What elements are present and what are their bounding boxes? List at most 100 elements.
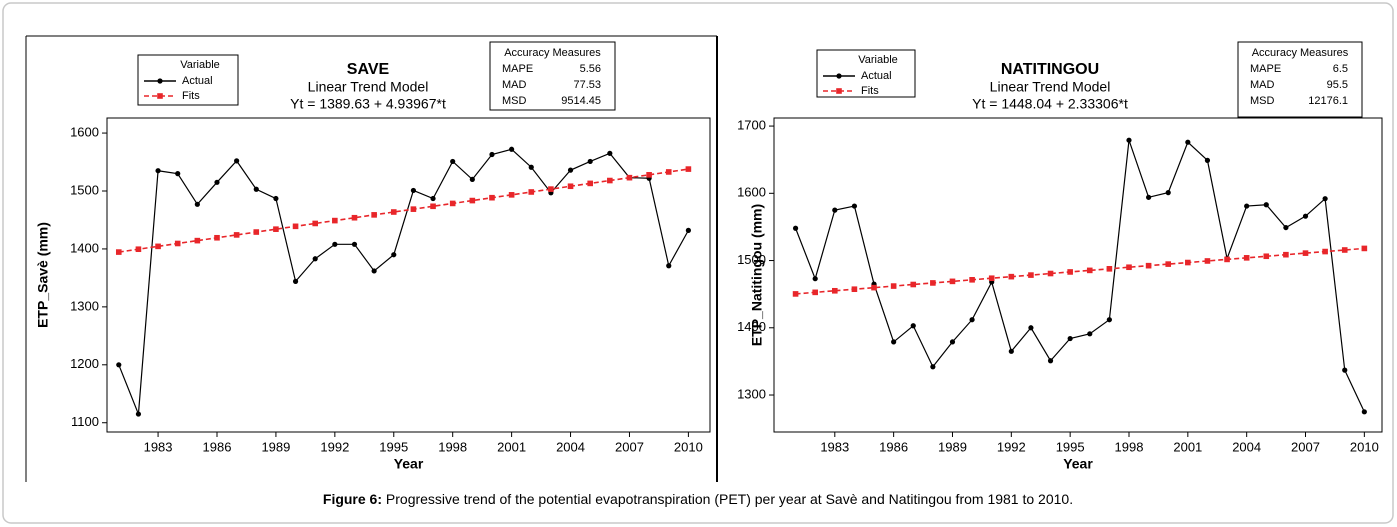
accuracy-title: Accuracy Measures [504,47,601,59]
data-point [1028,325,1034,331]
data-point [1302,250,1309,256]
data-point [685,166,692,172]
accuracy-label: MAD [1250,79,1275,91]
data-point [988,275,995,282]
x-tick-label: 2001 [497,439,526,454]
x-tick-label: 1998 [438,439,467,454]
x-tick-label: 2001 [1173,439,1202,454]
y-tick-label: 1600 [70,125,99,140]
y-tick-label: 1500 [737,252,766,267]
data-point [1243,255,1250,261]
plot-area [773,117,1383,433]
data-point [910,323,916,329]
y-tick-label: 1400 [70,240,99,255]
legend-marker [157,78,163,84]
data-point [1185,259,1191,266]
data-point [969,317,975,323]
data-point [1008,273,1015,280]
trend-equation: Yt = 1389.63 + 4.93967*t [290,96,446,112]
data-point [115,249,122,255]
data-point [528,189,535,195]
data-point [430,195,436,202]
data-point [469,197,476,204]
data-point [871,284,877,291]
data-point [949,339,956,345]
data-point [214,179,220,185]
y-tick-label: 1200 [70,356,99,371]
data-point [233,232,240,238]
data-point [528,164,534,170]
x-axis-label: Year [1063,456,1093,472]
data-point [469,176,475,183]
data-point [1224,256,1230,263]
accuracy-label: MAPE [1250,63,1281,75]
caption-label: Figure 6: [323,491,382,507]
data-point [391,252,397,258]
x-tick-label: 2010 [674,439,703,454]
data-point [1283,224,1289,231]
x-axis-label: Year [394,456,424,472]
data-point [626,174,633,181]
data-point [666,263,672,269]
data-point [175,171,181,177]
data-point [1028,272,1034,278]
data-point [832,207,838,213]
figure-caption: Figure 6: Progressive trend of the poten… [323,491,1073,507]
data-point [273,195,279,202]
data-point [234,158,240,164]
legend-marker [157,93,163,99]
data-point [1106,266,1113,272]
data-point [548,186,554,192]
data-point [949,278,956,285]
data-point [1126,264,1132,271]
data-point [587,180,593,187]
data-point [1145,262,1152,269]
series-line [795,139,1365,413]
data-point [1165,261,1172,267]
chart-subtitle: Linear Trend Model [990,79,1111,95]
data-point [1341,247,1348,253]
data-point [930,280,936,286]
data-point [851,203,858,209]
data-point [1067,269,1073,275]
data-point [1263,253,1270,260]
data-point [351,241,358,247]
data-point [1283,251,1289,258]
legend-marker [836,88,842,94]
data-point [194,237,201,244]
data-point [489,194,495,201]
y-tick-label: 1700 [737,118,766,133]
data-point [508,192,515,198]
data-point [135,246,142,253]
legend-title: Variable [180,59,220,71]
series-line [118,148,689,415]
x-tick-label: 1992 [320,439,349,454]
x-tick-label: 1983 [820,439,849,454]
x-tick-label: 2004 [1232,439,1261,454]
data-point [812,276,818,282]
data-point [607,177,613,184]
data-point [1106,317,1112,323]
data-point [174,240,181,247]
data-point [410,206,417,212]
accuracy-box [489,41,616,111]
data-point [1322,196,1328,202]
data-point [1361,245,1368,252]
data-point [430,203,436,210]
x-tick-label: 1986 [203,439,232,454]
accuracy-title: Accuracy Measures [1252,47,1349,59]
data-point [155,168,161,174]
accuracy-value: 6.5 [1333,63,1348,75]
data-point [292,278,299,284]
data-point [851,286,858,293]
x-tick-label: 1992 [997,439,1026,454]
legend-label: Fits [861,85,879,97]
data-point [685,227,691,233]
data-point [1263,202,1269,208]
data-point [450,158,456,165]
data-point [891,339,897,345]
data-point [1087,331,1093,337]
data-point [312,220,319,227]
